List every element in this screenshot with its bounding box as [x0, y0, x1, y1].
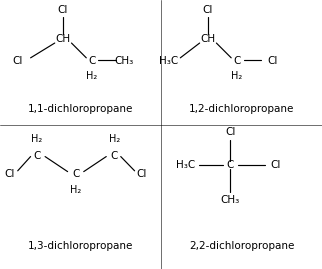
Text: Cl: Cl — [225, 127, 235, 137]
Text: CH₃: CH₃ — [114, 55, 134, 66]
Text: CH: CH — [55, 34, 70, 44]
Text: H₃C: H₃C — [175, 160, 195, 171]
Text: H₃C: H₃C — [159, 55, 179, 66]
Text: 1,3-dichloropropane: 1,3-dichloropropane — [28, 241, 133, 251]
Text: H₂: H₂ — [86, 71, 97, 81]
Text: H₂: H₂ — [32, 134, 43, 144]
Text: Cl: Cl — [270, 160, 280, 171]
Text: Cl: Cl — [137, 168, 147, 179]
Text: CH: CH — [200, 34, 215, 44]
Text: Cl: Cl — [203, 5, 213, 15]
Text: H₂: H₂ — [70, 185, 81, 195]
Text: 2,2-dichloropropane: 2,2-dichloropropane — [189, 241, 294, 251]
Text: C: C — [233, 55, 240, 66]
Text: CH₃: CH₃ — [221, 195, 240, 206]
Text: C: C — [111, 151, 118, 161]
Text: C: C — [227, 160, 234, 171]
Text: 1,1-dichloropropane: 1,1-dichloropropane — [28, 104, 133, 114]
Text: Cl: Cl — [13, 55, 23, 66]
Text: H₂: H₂ — [231, 71, 242, 81]
Text: C: C — [88, 55, 95, 66]
Text: 1,2-dichloropropane: 1,2-dichloropropane — [189, 104, 294, 114]
Text: H₂: H₂ — [109, 134, 120, 144]
Text: C: C — [72, 168, 79, 179]
Text: Cl: Cl — [58, 5, 68, 15]
Text: C: C — [33, 151, 41, 161]
Text: Cl: Cl — [5, 168, 15, 179]
Text: Cl: Cl — [267, 55, 277, 66]
